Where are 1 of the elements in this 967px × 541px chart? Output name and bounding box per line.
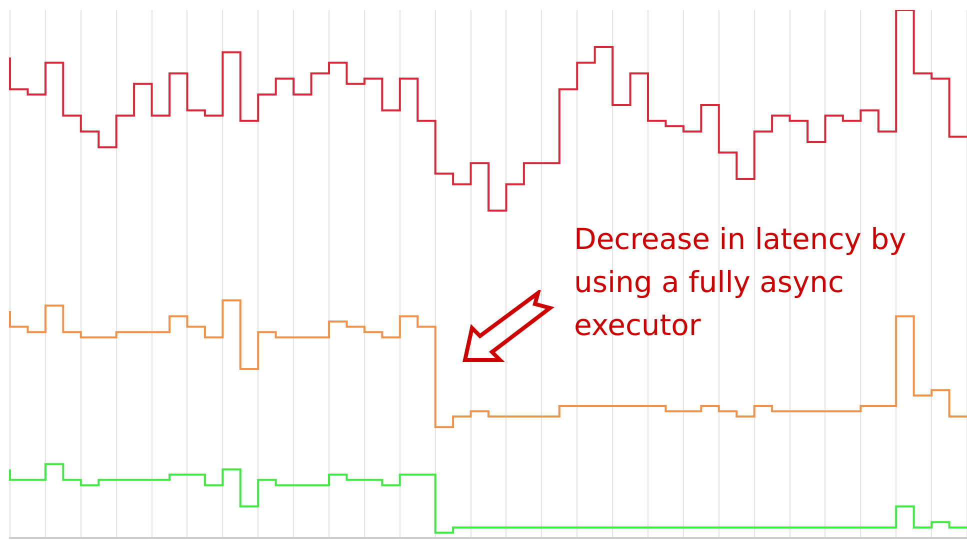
- annotation: Decrease in latency by using a fully async executor: [574, 221, 908, 344]
